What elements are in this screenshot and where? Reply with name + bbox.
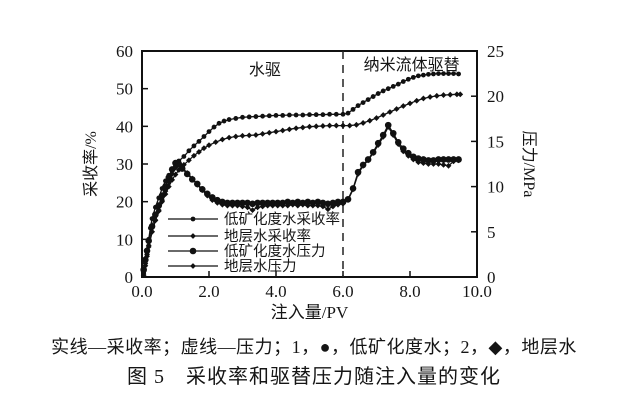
- svg-text:50: 50: [116, 80, 133, 99]
- svg-text:10.0: 10.0: [462, 282, 492, 301]
- svg-text:2.0: 2.0: [198, 282, 219, 301]
- svg-text:6.0: 6.0: [332, 282, 353, 301]
- svg-text:10: 10: [487, 178, 504, 197]
- svg-text:20: 20: [487, 87, 504, 106]
- y-axis-right: 0 5 10 15 20 25 压力/MPa: [471, 42, 538, 287]
- svg-text:低矿化度水压力: 低矿化度水压力: [224, 243, 326, 260]
- svg-text:地层水压力: 地层水压力: [224, 258, 297, 275]
- figure-caption: 图 5 采收率和驱替压力随注入量的变化: [127, 366, 501, 388]
- svg-text:60: 60: [116, 42, 133, 61]
- stage-labels: 水驱 纳米流体驱替: [249, 56, 460, 79]
- svg-text:10: 10: [116, 230, 133, 249]
- svg-text:30: 30: [116, 155, 133, 174]
- svg-text:低矿化度水采收率: 低矿化度水采收率: [224, 211, 340, 228]
- x-axis: 0.0 2.0 4.0 6.0 8.0 10.0 注入量/PV: [131, 271, 492, 322]
- figure-legend-note: 实线—采收率；虚线—压力；1，●，低矿化度水；2，◆，地层水: [51, 337, 577, 357]
- series-地层水压力: [140, 124, 462, 275]
- svg-text:20: 20: [116, 193, 133, 212]
- svg-text:水驱: 水驱: [249, 61, 281, 79]
- svg-text:40: 40: [116, 117, 133, 136]
- svg-text:8.0: 8.0: [399, 282, 420, 301]
- svg-text:采收率/%: 采收率/%: [82, 131, 100, 197]
- svg-text:0.0: 0.0: [131, 282, 152, 301]
- svg-text:压力/MPa: 压力/MPa: [520, 131, 538, 198]
- recovery-pressure-chart: 0.0 2.0 4.0 6.0 8.0 10.0注入量/PV0102030405060采收…: [82, 42, 538, 322]
- svg-text:15: 15: [487, 132, 504, 151]
- svg-text:地层水采收率: 地层水采收率: [224, 228, 311, 245]
- y-axis-left: 0 10 20 30 40 50 60 采收率/%: [82, 42, 148, 287]
- svg-text:5: 5: [487, 223, 496, 242]
- svg-text:纳米流体驱替: 纳米流体驱替: [364, 56, 460, 74]
- svg-text:4.0: 4.0: [265, 282, 286, 301]
- svg-text:25: 25: [487, 42, 504, 61]
- svg-text:0: 0: [487, 268, 496, 287]
- svg-text:注入量/PV: 注入量/PV: [271, 303, 349, 322]
- svg-text:0: 0: [125, 268, 134, 287]
